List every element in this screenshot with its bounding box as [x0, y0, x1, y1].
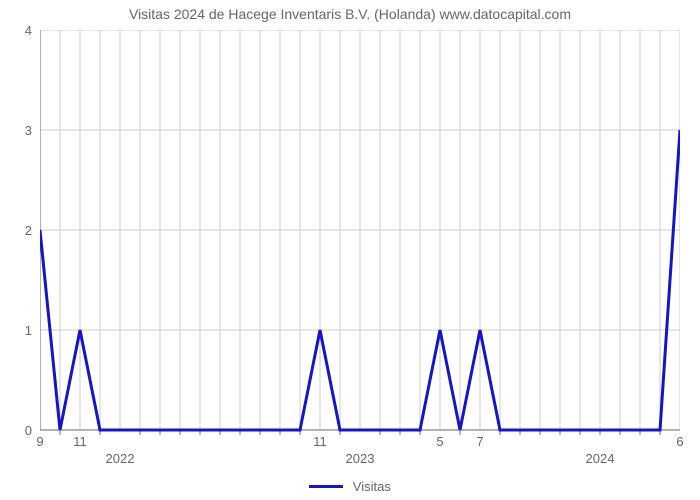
x-tick-label: 11: [73, 434, 87, 449]
x-year-label: 2023: [346, 451, 375, 466]
x-tick-label: 9: [36, 434, 43, 449]
plot-area: [40, 30, 680, 430]
y-tick-label: 4: [0, 23, 32, 38]
legend-label: Visitas: [353, 479, 391, 494]
chart-container: Visitas 2024 de Hacege Inventaris B.V. (…: [0, 0, 700, 500]
legend: Visitas: [0, 478, 700, 494]
x-tick-label: 11: [313, 434, 327, 449]
x-tick-label: 6: [676, 434, 683, 449]
x-year-label: 2024: [586, 451, 615, 466]
y-tick-label: 3: [0, 123, 32, 138]
x-year-label: 2022: [106, 451, 135, 466]
x-tick-label: 7: [476, 434, 483, 449]
y-tick-label: 2: [0, 223, 32, 238]
y-tick-label: 1: [0, 323, 32, 338]
y-tick-label: 0: [0, 423, 32, 438]
chart-title: Visitas 2024 de Hacege Inventaris B.V. (…: [0, 6, 700, 22]
legend-swatch: [309, 485, 343, 488]
x-tick-label: 5: [436, 434, 443, 449]
